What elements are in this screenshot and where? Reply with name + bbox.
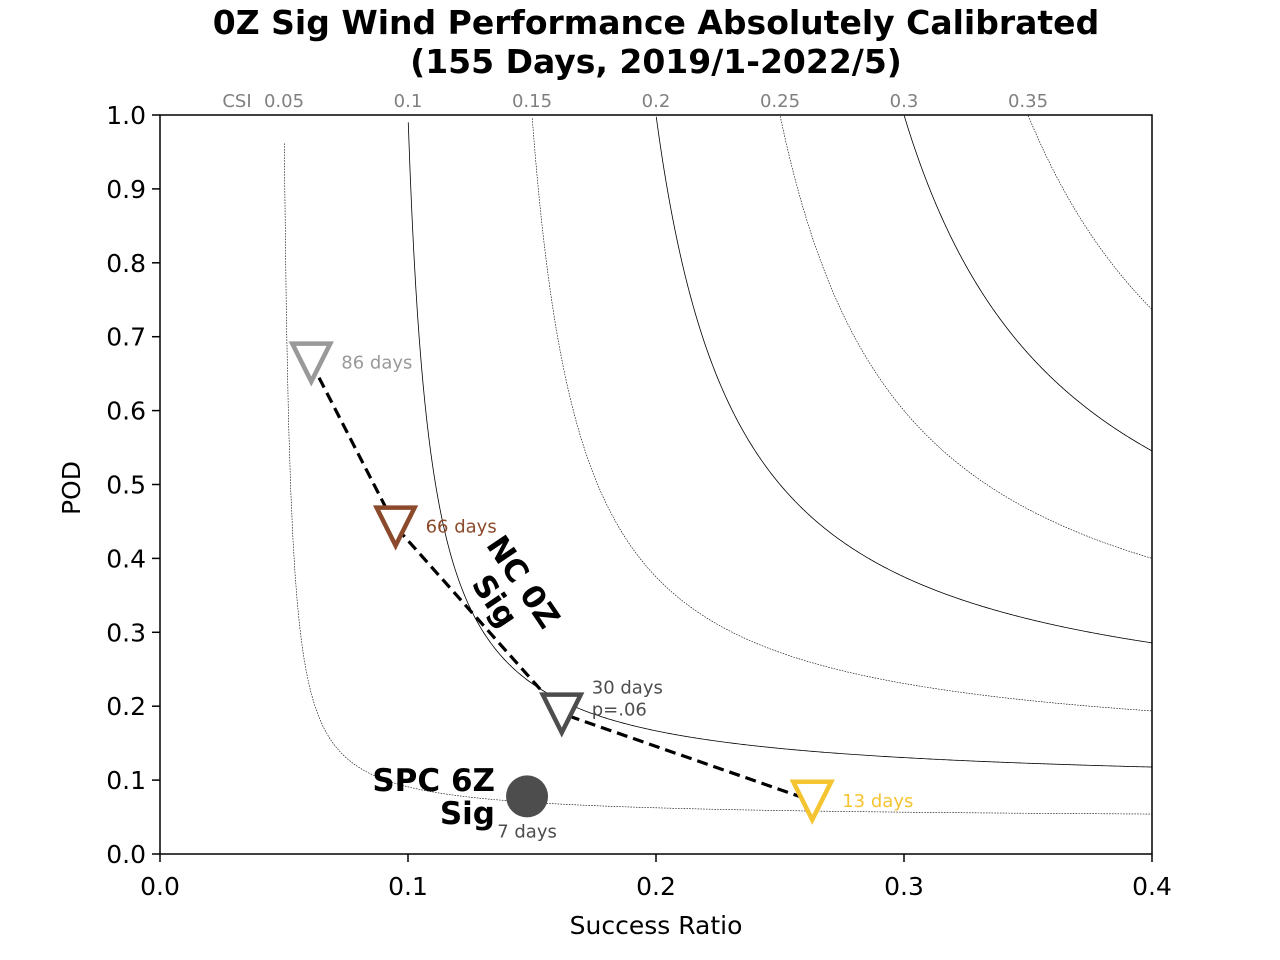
x-axis-label: Success Ratio — [570, 911, 743, 940]
y-tick-label-1.0: 1.0 — [106, 101, 146, 130]
y-tick-label-0.2: 0.2 — [106, 692, 146, 721]
csi-contour-0.1 — [407, 122, 1153, 768]
x-tick-label-0.0: 0.0 — [140, 872, 180, 901]
y-axis-label: POD — [57, 461, 86, 515]
spc-6z-sig-name-line-1: Sig — [440, 796, 495, 832]
nc-point-label-1-0: 66 days — [426, 517, 497, 538]
csi-label-0.25: 0.25 — [760, 91, 800, 112]
spc-marker — [506, 775, 549, 818]
y-tick-label-0.8: 0.8 — [106, 249, 146, 278]
series-lines — [309, 361, 813, 803]
csi-contour-0.25 — [779, 116, 1153, 559]
x-tick-label-0.3: 0.3 — [884, 872, 924, 901]
csi-contour-0.2 — [655, 116, 1153, 644]
data-markers — [288, 341, 835, 825]
y-tick-label-0.4: 0.4 — [106, 544, 146, 573]
x-tick-label-0.4: 0.4 — [1132, 872, 1172, 901]
spc-point-label: 7 days — [497, 821, 557, 842]
spc-6z-sig-name-line-0: SPC 6Z — [372, 763, 495, 799]
y-tick-label-0.7: 0.7 — [106, 323, 146, 352]
csi-prefix-label: CSI — [222, 91, 251, 112]
y-axis: 0.0 0.1 0.2 0.3 0.4 0.5 0.6 0.7 0.8 0.9 1.0 — [106, 101, 160, 869]
x-tick-label-0.1: 0.1 — [388, 872, 428, 901]
nc-point-label-2-1: p=.06 — [592, 700, 647, 721]
y-tick-label-0.6: 0.6 — [106, 397, 146, 426]
y-tick-label-0.9: 0.9 — [106, 175, 146, 204]
chart-title: 0Z Sig Wind Performance Absolutely Calib… — [213, 3, 1099, 42]
y-tick-label-0.1: 0.1 — [106, 766, 146, 795]
csi-contour-0.05 — [283, 143, 1153, 815]
nc-marker-1 — [372, 505, 419, 551]
csi-contour-0.3 — [903, 115, 1153, 452]
csi-label-0.1: 0.1 — [394, 91, 423, 112]
csi-contour-0.15 — [531, 118, 1153, 712]
csi-label-0.35: 0.35 — [1008, 91, 1048, 112]
x-axis: 0.0 0.1 0.2 0.3 0.4 — [140, 854, 1172, 901]
nc-0z-sig-line — [309, 361, 813, 803]
y-tick-label-0.5: 0.5 — [106, 471, 146, 500]
nc-0z-sig-name: NC 0ZSig — [451, 529, 567, 654]
plot-frame — [159, 114, 1153, 855]
csi-label-0.15: 0.15 — [512, 91, 552, 112]
nc-point-label-2-0: 30 days — [592, 678, 663, 699]
csi-label-0.05: 0.05 — [264, 91, 304, 112]
nc-point-label-0-0: 86 days — [341, 353, 412, 374]
nc-marker-3 — [789, 779, 835, 825]
csi-label-0.3: 0.3 — [890, 91, 919, 112]
y-tick-label-0.0: 0.0 — [106, 840, 146, 869]
nc-marker-2 — [539, 692, 585, 738]
csi-contour-0.35 — [1027, 115, 1153, 310]
nc-marker-0 — [288, 341, 334, 387]
chart-subtitle: (155 Days, 2019/1-2022/5) — [410, 42, 902, 81]
nc-point-label-3-0: 13 days — [842, 791, 913, 812]
x-tick-label-0.2: 0.2 — [636, 872, 676, 901]
y-tick-label-0.3: 0.3 — [106, 618, 146, 647]
csi-contours — [283, 115, 1153, 815]
csi-labels: 0.05 0.1 0.15 0.2 0.25 0.3 0.35 CSI — [222, 91, 1048, 112]
csi-label-0.2: 0.2 — [642, 91, 671, 112]
